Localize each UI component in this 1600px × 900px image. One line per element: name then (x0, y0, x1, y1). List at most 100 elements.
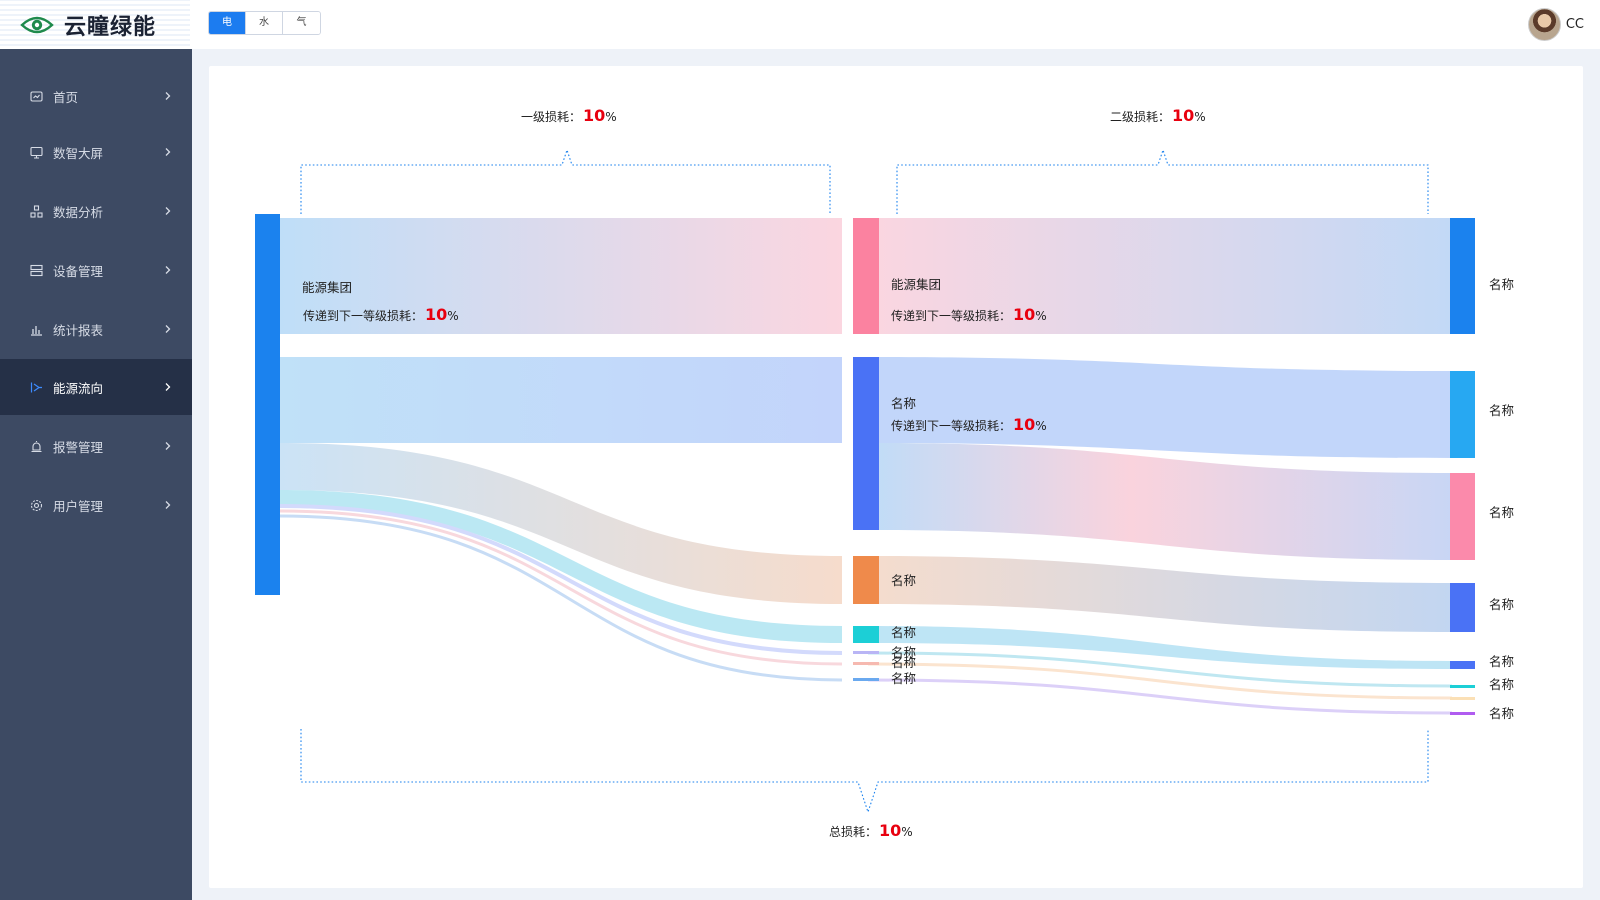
sidebar-item-big-screen[interactable]: 数智大屏 (0, 124, 192, 180)
flow-link (279, 504, 843, 655)
flow-link (868, 357, 1452, 458)
user-profile[interactable]: CC (1527, 8, 1584, 41)
sidebar-item-alarm-management[interactable]: 报警管理 (0, 418, 192, 474)
target-node[interactable] (1450, 583, 1475, 632)
flow-link (279, 514, 843, 682)
total-loss-bracket (300, 729, 1429, 814)
target-node[interactable] (1450, 473, 1475, 560)
sidebar-item-home[interactable]: 首页 (0, 68, 192, 124)
sidebar-item-label: 数智大屏 (53, 145, 104, 161)
target-node-name: 名称 (1489, 597, 1514, 612)
energy-flow-sankey: 一级损耗： 10% 二级损耗： 10% 总损耗： 10% 能源集团 传递到下一等级损耗… (255, 106, 1514, 840)
mid-node[interactable] (853, 556, 879, 604)
mid-node-loss: 传递到下一等级损耗： 10% (891, 305, 1047, 324)
brand-name: 云瞳绿能 (64, 14, 157, 40)
sidebar-item-label: 设备管理 (53, 263, 104, 279)
flow-link (280, 443, 842, 604)
target-node-name: 名称 (1489, 403, 1514, 418)
mid-node[interactable] (853, 651, 879, 654)
level1-loss-label: 一级损耗： 10% (521, 106, 617, 125)
mid-node-name: 名称 (891, 625, 916, 640)
sidebar-item-label: 首页 (53, 89, 79, 105)
sidebar-item-device-management[interactable]: 设备管理 (0, 242, 192, 298)
home-icon (30, 90, 43, 103)
tab-electricity[interactable]: 电 (209, 12, 246, 34)
target-node-name: 名称 (1489, 505, 1514, 520)
user-gear-icon (30, 499, 43, 512)
sidebar-item-label: 用户管理 (53, 498, 104, 514)
brand-logo[interactable]: 云瞳绿能 (0, 0, 190, 49)
alarm-icon (30, 440, 43, 453)
chevron-right-icon (164, 266, 172, 274)
target-node-name: 名称 (1489, 677, 1514, 692)
mid-node-name: 名称 (891, 655, 916, 670)
sidebar-item-energy-flow[interactable]: 能源流向 (0, 359, 192, 415)
sidebar-item-data-analysis[interactable]: 数据分析 (0, 183, 192, 239)
source-node[interactable] (255, 214, 280, 595)
mid-node-name: 名称 (891, 573, 916, 588)
monitor-icon (30, 146, 43, 159)
target-node[interactable] (1450, 218, 1475, 334)
analysis-icon (30, 204, 43, 218)
flow-link (868, 556, 1452, 632)
chevron-right-icon (164, 207, 172, 215)
avatar[interactable] (1527, 8, 1561, 41)
sidebar-item-label: 统计报表 (53, 322, 104, 338)
flow-link (867, 678, 1453, 715)
target-node-name: 名称 (1489, 277, 1514, 292)
mid-node-name: 名称 (891, 671, 916, 686)
energy-flow-panel: 一级损耗： 10% 二级损耗： 10% 总损耗： 10% 能源集团 传递到下一等级损耗… (209, 66, 1583, 888)
level2-loss-label: 二级损耗： 10% (1110, 106, 1206, 125)
flow-link (867, 651, 1453, 688)
device-icon (30, 264, 43, 277)
chevron-right-icon (164, 92, 172, 100)
flow-link (280, 357, 842, 443)
chevron-right-icon (164, 325, 172, 333)
mid-node[interactable] (853, 678, 879, 681)
sidebar-item-label: 能源流向 (53, 380, 104, 396)
sidebar-item-label: 报警管理 (53, 439, 104, 455)
bar-chart-icon (30, 323, 43, 336)
mid-node[interactable] (853, 662, 879, 665)
flow-link (868, 626, 1452, 669)
level2-loss-bracket (896, 148, 1429, 214)
mid-node[interactable] (853, 357, 879, 530)
flow-link (280, 490, 842, 643)
energy-type-tabs: 电 水 气 (208, 11, 321, 35)
mid-node-name: 名称 (891, 645, 916, 660)
sidebar-item-user-management[interactable]: 用户管理 (0, 477, 192, 533)
top-header: 云瞳绿能 电 水 气 CC (0, 0, 1600, 49)
sidebar: 首页 数智大屏 数据分析 设备管理 统计报表 能源流向 (0, 49, 192, 900)
mid-node[interactable] (853, 218, 879, 334)
sidebar-item-statistics[interactable]: 统计报表 (0, 301, 192, 357)
total-loss-label: 总损耗： 10% (829, 821, 913, 840)
tab-gas[interactable]: 气 (283, 12, 320, 34)
sidebar-item-label: 数据分析 (53, 204, 104, 220)
flow-icon (30, 381, 43, 394)
user-name: CC (1565, 17, 1584, 32)
chevron-right-icon (164, 383, 172, 391)
target-node[interactable] (1450, 371, 1475, 458)
target-node-name: 名称 (1489, 706, 1514, 721)
tab-water[interactable]: 水 (246, 12, 283, 34)
target-node-name: 名称 (1489, 654, 1514, 669)
eye-logo-icon (20, 16, 54, 33)
target-node[interactable] (1450, 685, 1475, 688)
mid-node-name: 名称 (891, 396, 916, 411)
chevron-right-icon (164, 501, 172, 509)
chevron-right-icon (164, 442, 172, 450)
mid-node-name: 能源集团 (891, 277, 941, 292)
target-node[interactable] (1450, 697, 1475, 700)
flow-link (867, 662, 1453, 700)
flow-link (868, 218, 1452, 334)
flow-link (279, 509, 843, 666)
target-node[interactable] (1450, 712, 1475, 715)
flow-link (868, 443, 1452, 560)
mid-node-loss: 传递到下一等级损耗： 10% (891, 415, 1047, 434)
target-node[interactable] (1450, 661, 1475, 669)
source-node-loss: 传递到下一等级损耗： 10% (303, 305, 459, 324)
level1-loss-bracket (300, 148, 831, 214)
source-node-name: 能源集团 (302, 280, 352, 295)
mid-node[interactable] (853, 626, 879, 643)
flow-link (280, 218, 842, 334)
